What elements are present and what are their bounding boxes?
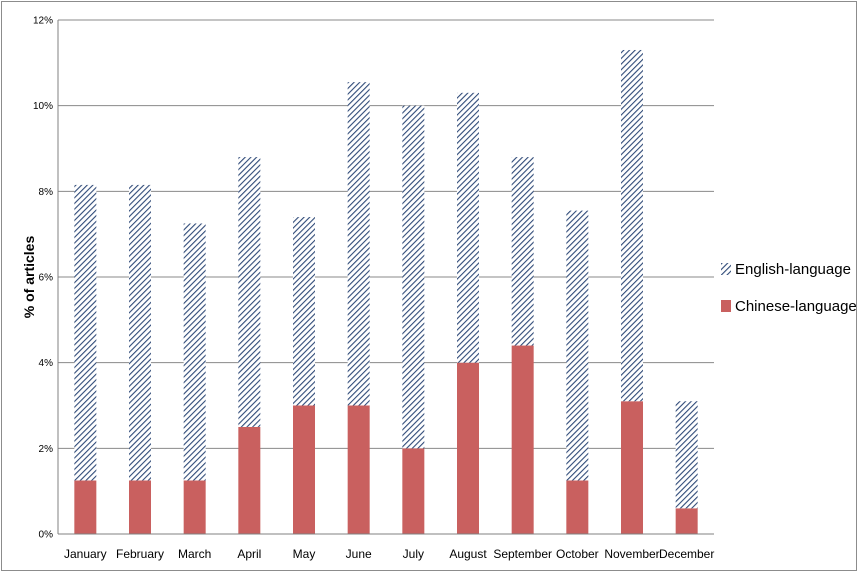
y-tick-label: 4% [39, 358, 54, 369]
x-tick-label-july: July [403, 547, 424, 561]
bar-english-may [293, 217, 315, 406]
bar-chinese-january [74, 480, 97, 534]
x-tick-label-october: October [556, 547, 599, 561]
y-tick-label: 6% [39, 273, 54, 284]
bar-english-march [183, 223, 206, 481]
bars [74, 49, 698, 534]
bar-english-november [621, 49, 643, 402]
x-tick-label-may: May [293, 547, 316, 561]
bar-chinese-may [293, 405, 315, 534]
bar-chinese-april [238, 426, 261, 534]
gridlines [58, 19, 714, 449]
bar-english-december [675, 401, 698, 509]
bar-chinese-november [621, 401, 643, 534]
x-tick-labels: January February March April May June July Augu… [64, 547, 714, 561]
x-tick-label-april: April [237, 547, 261, 561]
bar-chinese-september [511, 345, 534, 534]
legend-swatch-chinese [721, 300, 731, 312]
x-tick-label-december: December [659, 547, 714, 561]
bar-chinese-december [675, 508, 698, 534]
bar-english-september [511, 157, 534, 346]
legend-label-chinese: Chinese-language [735, 298, 857, 315]
legend-label-english: English-language [735, 261, 851, 278]
bar-english-july [402, 105, 425, 449]
y-tick-label: 10% [33, 101, 53, 112]
y-tick-label: 12% [33, 16, 53, 27]
bar-chinese-june [347, 405, 370, 534]
bar-english-august [457, 92, 479, 363]
legend-swatch-english [721, 263, 731, 275]
bar-english-february [129, 184, 151, 481]
x-tick-label-november: November [604, 547, 659, 561]
y-tick-labels: 0% 2% 4% 6% 8% 10% 12% [33, 16, 53, 541]
bar-chinese-march [183, 480, 206, 534]
bar-chinese-july [402, 448, 425, 534]
bar-english-june [347, 82, 370, 406]
bar-chinese-february [129, 480, 151, 534]
bar-english-january [74, 184, 97, 481]
x-tick-label-september: September [493, 547, 552, 561]
x-tick-label-january: January [64, 547, 107, 561]
y-axis-label: % of articles [21, 236, 37, 319]
legend: English-language Chinese-language [721, 261, 857, 315]
y-tick-label: 2% [39, 444, 54, 455]
bar-english-april [238, 157, 261, 427]
bar-english-october [566, 210, 589, 481]
x-tick-label-march: March [178, 547, 211, 561]
y-tick-label: 0% [39, 530, 54, 541]
bar-chinese-august [457, 362, 479, 534]
x-tick-label-june: June [346, 547, 372, 561]
y-tick-label: 8% [39, 187, 54, 198]
x-tick-label-february: February [116, 547, 164, 561]
bar-chinese-october [566, 480, 589, 534]
x-tick-label-august: August [449, 547, 487, 561]
